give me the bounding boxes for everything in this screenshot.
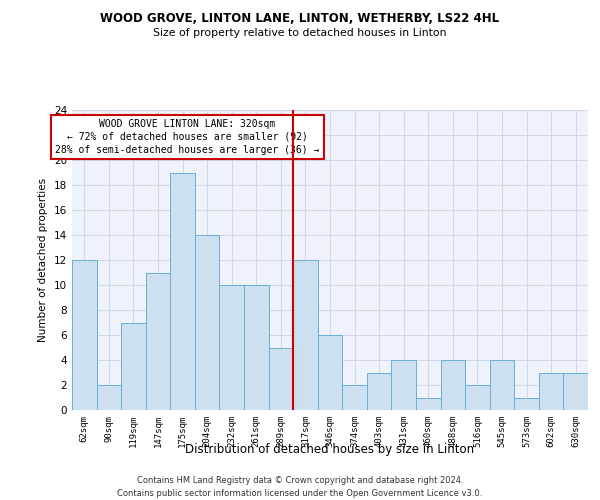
Bar <box>121 322 146 410</box>
Text: Contains HM Land Registry data © Crown copyright and database right 2024.
Contai: Contains HM Land Registry data © Crown c… <box>118 476 482 498</box>
Bar <box>342 385 367 410</box>
Text: WOOD GROVE LINTON LANE: 320sqm
← 72% of detached houses are smaller (92)
28% of : WOOD GROVE LINTON LANE: 320sqm ← 72% of … <box>55 118 320 155</box>
Bar <box>416 398 440 410</box>
Bar <box>170 172 195 410</box>
Bar <box>244 285 269 410</box>
Bar <box>391 360 416 410</box>
Bar <box>72 260 97 410</box>
Bar <box>539 372 563 410</box>
Bar <box>440 360 465 410</box>
Bar <box>563 372 588 410</box>
Bar <box>146 272 170 410</box>
Text: Distribution of detached houses by size in Linton: Distribution of detached houses by size … <box>185 442 475 456</box>
Text: WOOD GROVE, LINTON LANE, LINTON, WETHERBY, LS22 4HL: WOOD GROVE, LINTON LANE, LINTON, WETHERB… <box>100 12 500 26</box>
Bar <box>490 360 514 410</box>
Text: Size of property relative to detached houses in Linton: Size of property relative to detached ho… <box>153 28 447 38</box>
Bar <box>195 235 220 410</box>
Bar <box>318 335 342 410</box>
Bar <box>367 372 391 410</box>
Bar <box>97 385 121 410</box>
Bar <box>269 348 293 410</box>
Y-axis label: Number of detached properties: Number of detached properties <box>38 178 49 342</box>
Bar <box>293 260 318 410</box>
Bar <box>514 398 539 410</box>
Bar <box>465 385 490 410</box>
Bar <box>220 285 244 410</box>
